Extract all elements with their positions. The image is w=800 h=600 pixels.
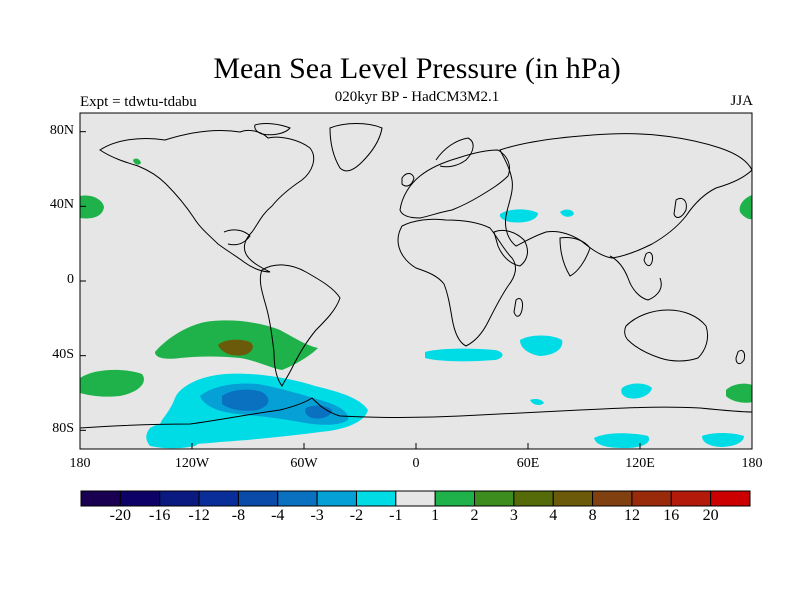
x-tick-label: 120W [174,456,210,471]
coastline-british-isles [401,173,415,187]
colorbar-swatch [198,490,239,507]
colorbar-swatch [434,490,476,507]
colorbar-label: 12 [623,507,640,524]
coastline-se-asia [609,255,662,301]
experiment-label: Expt = tdwtu-tdabu [80,94,197,110]
coastline-india [559,237,591,277]
colorbar-swatch [80,490,121,507]
x-tick-label: 60E [516,456,540,471]
colorbar-swatch [119,490,161,507]
colorbar-label: -1 [389,507,403,524]
coastline-asia [499,133,753,259]
coastline-arctic-islands [254,123,291,136]
coastline-greenland [329,123,383,172]
colorbar-swatch [159,490,200,507]
coastline-australia [624,309,709,362]
colorbar-label: -20 [109,507,131,524]
coastline-africa [397,218,516,347]
colorbar-label: 1 [431,507,440,524]
y-tick-label: 40N [49,197,74,213]
colorbar-swatch [513,490,554,507]
anomaly-positive-alaska [133,158,141,165]
y-tick-label: 0 [67,272,74,287]
colorbar-swatch [592,490,633,507]
colorbar-label: 4 [549,507,558,524]
colorbar-swatch [474,490,515,507]
anomaly-negative-caspian [560,209,574,217]
colorbar-swatch [237,490,279,507]
anomaly-negative-antarctic-atlantic [530,399,544,405]
colorbar-label: -12 [188,507,210,524]
x-tick-label: 120E [625,456,655,471]
model-label: 020kyr BP - HadCM3M2.1 [334,89,500,105]
y-tick-label: 80S [52,421,74,437]
colorbar-swatch [355,490,397,507]
anomaly-positive-se-pacific [80,369,144,397]
y-tick-label: 80N [49,122,74,138]
anomaly-negative-south-atlantic [425,348,503,362]
colorbar-swatch [552,490,594,507]
anomaly-negative-antarctic-pacific [702,433,744,447]
colorbar-label: -8 [231,507,246,524]
x-tick-label: 180 [741,456,763,471]
colorbar-label: -2 [349,507,364,524]
map-title: Mean Sea Level Pressure (in hPa) [213,52,621,85]
coastline-arabia [493,229,528,267]
colorbar [80,490,751,507]
colorbar-swatch [395,490,436,507]
anomaly-positive-sw-pacific [726,383,752,403]
colorbar-swatch [316,490,357,507]
anomaly-level4-south-pacific [218,339,253,356]
coastline-gulf-mexico [223,229,251,246]
season-label: JJA [730,93,753,109]
anomaly-negative-mediterranean [499,209,538,223]
anomaly-negative-antarctic-indian [594,433,650,448]
coastline-japan [673,197,687,218]
colorbar-label: 2 [470,507,479,524]
colorbar-label: 3 [509,507,518,524]
anomaly-negative-south-indian-east [621,383,652,399]
coastline-antarctica [79,397,753,429]
colorbar-swatch [631,490,672,507]
coastline-madagascar [513,297,523,317]
anomaly-positive-nw-pacific-west [80,195,104,219]
x-tick-label: 180 [69,456,91,471]
colorbar-label: 20 [702,507,719,524]
x-tick-label: 60W [290,456,318,471]
coastline-south-america [259,264,341,387]
anomaly-level3-southern-ocean [222,389,269,411]
colorbar-label: -4 [271,507,285,524]
colorbar-label: -3 [310,507,324,524]
colorbar-label: 16 [663,507,680,524]
coastline-europe [399,149,511,219]
y-tick-label: 40S [52,346,74,362]
colorbar-swatch [277,490,318,507]
colorbar-label: 8 [588,507,597,524]
anomaly-shading [80,158,752,449]
anomaly-positive-nw-pacific-east [739,195,752,220]
axis-ticks [79,131,753,449]
coastline-philippines [643,251,653,267]
colorbar-swatch [710,490,751,507]
anomaly-negative-southern-ocean-west [146,421,201,449]
colorbar-label: -16 [149,507,171,524]
coastlines [79,123,753,429]
coastline-scandinavia [435,137,474,168]
x-tick-label: 0 [412,456,420,471]
colorbar-swatch [670,490,712,507]
coastline-new-zealand [735,349,745,365]
anomaly-negative-south-indian [520,335,563,356]
